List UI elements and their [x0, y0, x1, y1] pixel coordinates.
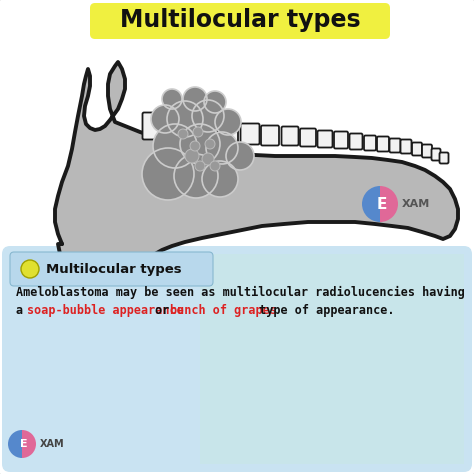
Circle shape: [178, 129, 188, 139]
Text: soap-bubble appearance: soap-bubble appearance: [27, 304, 184, 317]
FancyBboxPatch shape: [261, 126, 279, 146]
Wedge shape: [380, 186, 398, 222]
Circle shape: [195, 161, 205, 171]
Circle shape: [210, 161, 220, 171]
Text: or: or: [148, 304, 176, 317]
FancyBboxPatch shape: [240, 124, 259, 145]
FancyBboxPatch shape: [300, 128, 316, 146]
FancyBboxPatch shape: [349, 134, 363, 149]
Text: E: E: [377, 197, 387, 211]
Polygon shape: [55, 62, 458, 276]
FancyBboxPatch shape: [282, 127, 299, 146]
Circle shape: [142, 148, 194, 200]
Circle shape: [192, 100, 224, 132]
Circle shape: [193, 127, 203, 137]
Circle shape: [180, 124, 220, 164]
Wedge shape: [22, 430, 36, 458]
FancyBboxPatch shape: [2, 246, 472, 472]
Circle shape: [167, 101, 203, 137]
FancyBboxPatch shape: [422, 145, 432, 157]
FancyBboxPatch shape: [364, 136, 376, 151]
FancyBboxPatch shape: [431, 148, 440, 161]
Text: Multilocular types: Multilocular types: [120, 8, 360, 32]
Circle shape: [204, 91, 226, 113]
Circle shape: [162, 89, 182, 109]
Circle shape: [185, 149, 199, 163]
Text: XAM: XAM: [40, 439, 64, 449]
Wedge shape: [362, 186, 380, 222]
FancyBboxPatch shape: [200, 254, 464, 464]
FancyBboxPatch shape: [10, 252, 213, 286]
FancyBboxPatch shape: [194, 119, 216, 143]
Text: type of appearance.: type of appearance.: [253, 304, 395, 317]
FancyBboxPatch shape: [390, 138, 401, 153]
FancyBboxPatch shape: [412, 143, 422, 155]
FancyBboxPatch shape: [218, 121, 238, 144]
FancyBboxPatch shape: [90, 3, 390, 39]
FancyBboxPatch shape: [318, 130, 332, 147]
Circle shape: [153, 124, 197, 168]
Text: a: a: [16, 304, 30, 317]
Circle shape: [202, 161, 238, 197]
FancyBboxPatch shape: [401, 139, 411, 154]
Circle shape: [215, 109, 241, 135]
Circle shape: [206, 132, 238, 164]
Circle shape: [205, 139, 215, 149]
Circle shape: [174, 154, 218, 198]
FancyBboxPatch shape: [334, 131, 348, 148]
Circle shape: [202, 153, 214, 165]
FancyBboxPatch shape: [439, 153, 448, 164]
Text: E: E: [20, 439, 28, 449]
Text: XAM: XAM: [402, 199, 430, 209]
FancyBboxPatch shape: [168, 116, 191, 140]
Wedge shape: [8, 430, 22, 458]
Circle shape: [183, 87, 207, 111]
Text: Multilocular types: Multilocular types: [46, 263, 182, 275]
FancyBboxPatch shape: [377, 137, 389, 152]
Circle shape: [151, 105, 179, 133]
Circle shape: [190, 141, 200, 151]
FancyBboxPatch shape: [143, 112, 167, 139]
Circle shape: [21, 260, 39, 278]
Text: bunch of grapes: bunch of grapes: [170, 304, 277, 317]
Text: Ameloblastoma may be seen as multilocular radiolucencies having: Ameloblastoma may be seen as multilocula…: [16, 286, 465, 299]
Circle shape: [226, 142, 254, 170]
